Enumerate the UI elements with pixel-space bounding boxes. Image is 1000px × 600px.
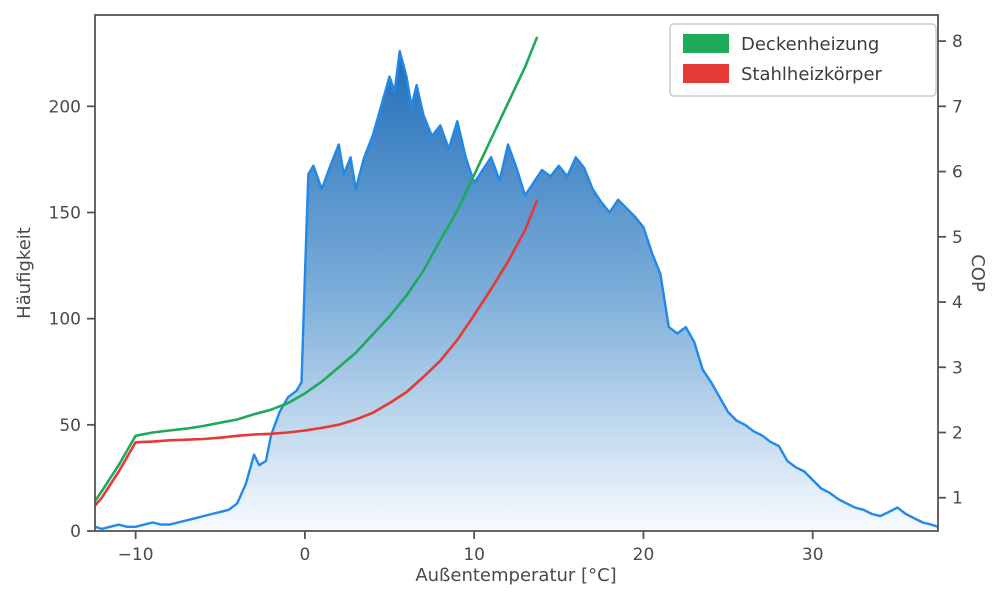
y-right-tick-label: 7 xyxy=(952,97,963,117)
y-axis-label-left: Häufigkeit xyxy=(14,227,35,319)
x-tick-label: 10 xyxy=(463,545,485,565)
legend-swatch-deckenheizung xyxy=(683,34,729,53)
y-right-tick-label: 1 xyxy=(952,489,963,509)
cop-lines xyxy=(95,36,539,507)
x-axis-label: Außentemperatur [°C] xyxy=(415,565,616,586)
y-left-tick-label: 50 xyxy=(59,416,81,436)
legend: Deckenheizung Stahlheizkörper xyxy=(669,23,937,97)
y-left-tick-label: 0 xyxy=(70,522,81,542)
cop-line-stahlheizkoerper xyxy=(95,199,539,507)
y-left-tick-label: 150 xyxy=(49,203,81,223)
cop-line-deckenheizung xyxy=(95,36,539,503)
y-left-tick-label: 200 xyxy=(49,97,81,117)
legend-label-deckenheizung: Deckenheizung xyxy=(741,34,879,55)
y-right-tick-label: 5 xyxy=(952,228,963,248)
legend-label-stahlheizkoerper: Stahlheizkörper xyxy=(741,64,883,85)
y-right-tick-label: 8 xyxy=(952,32,963,52)
y-right-tick-label: 4 xyxy=(952,293,963,313)
histogram-outline xyxy=(95,49,938,531)
y-left-tick-label: 100 xyxy=(49,310,81,330)
x-tick-label: −10 xyxy=(118,545,154,565)
y-axis-label-right: COP xyxy=(967,254,988,292)
x-tick-label: 0 xyxy=(299,545,310,565)
y-right-tick-label: 3 xyxy=(952,358,963,378)
axis-ticks: −10 0 10 20 30 0 50 100 150 200 1 2 3 4 5 6 7 8 xyxy=(49,32,963,565)
legend-box xyxy=(669,23,937,97)
y-right-tick-label: 2 xyxy=(952,423,963,443)
histogram-area xyxy=(95,49,938,531)
plot-area-frame xyxy=(94,14,939,532)
x-tick-label: 20 xyxy=(633,545,655,565)
x-tick-label: 30 xyxy=(802,545,824,565)
histogram-fill xyxy=(95,51,938,531)
legend-swatch-stahlheizkoerper xyxy=(683,64,729,83)
y-right-tick-label: 6 xyxy=(952,163,963,183)
